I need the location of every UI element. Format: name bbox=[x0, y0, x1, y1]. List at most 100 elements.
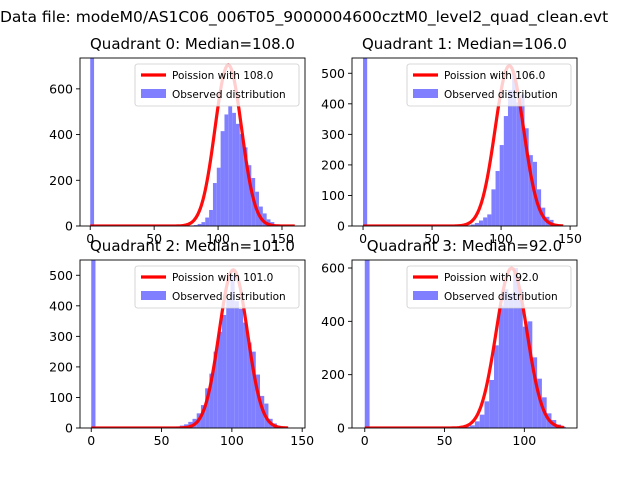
histogram-bar bbox=[479, 414, 485, 428]
histogram-bar bbox=[212, 183, 217, 226]
y-tick-label: 0 bbox=[337, 219, 345, 234]
subplot-quadrant-2: 0 50 100 150 0 100 200 300 400 500 Quadrant 2: Med… bbox=[49, 237, 314, 448]
histogram-bar bbox=[474, 222, 479, 226]
x-tick-label: 50 bbox=[437, 433, 453, 448]
y-tick-label: 200 bbox=[321, 367, 345, 382]
y-tick-label: 0 bbox=[65, 219, 73, 234]
histogram-bar bbox=[491, 189, 496, 226]
histogram-bar bbox=[216, 167, 221, 226]
histogram-bar bbox=[465, 426, 471, 428]
histogram-bar bbox=[222, 314, 227, 428]
legend-box bbox=[406, 265, 572, 309]
legend: Poission with 101.0 Observed distribution bbox=[134, 265, 300, 309]
histogram-bar bbox=[234, 301, 239, 428]
x-tick-label: 100 bbox=[220, 433, 244, 448]
histogram-bar bbox=[484, 401, 490, 428]
y-tick-label: 400 bbox=[49, 127, 73, 142]
legend-label-poisson: Poission with 106.0 bbox=[444, 70, 545, 82]
legend: Poission with 108.0 Observed distribution bbox=[134, 63, 300, 107]
x-tick-label: 100 bbox=[512, 433, 536, 448]
histogram-bar bbox=[520, 94, 525, 226]
legend-label-observed: Observed distribution bbox=[172, 89, 286, 101]
histogram-bar bbox=[201, 222, 206, 226]
axes-frame bbox=[351, 259, 578, 429]
y-tick-label: 0 bbox=[65, 421, 73, 436]
y-tick-label: 300 bbox=[321, 127, 345, 142]
histogram-bar bbox=[503, 289, 509, 428]
histogram-bar bbox=[228, 106, 233, 226]
histogram-bar bbox=[487, 214, 492, 226]
histogram-bar bbox=[226, 299, 231, 428]
legend-box bbox=[134, 265, 300, 309]
histogram-bar bbox=[205, 217, 210, 226]
histogram-bar bbox=[251, 351, 256, 428]
histogram-bar bbox=[499, 145, 504, 226]
histogram-bar bbox=[197, 223, 202, 226]
histogram-bar bbox=[230, 275, 235, 428]
x-tick-label: 0 bbox=[87, 433, 95, 448]
x-tick-label: 100 bbox=[489, 231, 513, 246]
plot-area bbox=[91, 260, 290, 428]
histogram-bar bbox=[474, 421, 480, 428]
x-tick-label: 0 bbox=[361, 433, 369, 448]
histogram-bar bbox=[489, 380, 495, 428]
histogram-bar bbox=[232, 112, 236, 226]
axes-frame bbox=[351, 57, 578, 227]
y-tick-label: 500 bbox=[321, 66, 345, 81]
legend-label-poisson: Poission with 108.0 bbox=[172, 70, 273, 82]
legend-label-observed: Observed distribution bbox=[172, 291, 286, 303]
histogram-bar bbox=[513, 268, 518, 428]
histogram-bar bbox=[243, 322, 248, 428]
histogram-bar bbox=[193, 225, 198, 226]
x-tick-label: 50 bbox=[424, 231, 440, 246]
histogram-bar bbox=[364, 260, 370, 428]
legend-label-poisson: Poission with 101.0 bbox=[172, 272, 273, 284]
legend-bar-swatch bbox=[413, 291, 438, 300]
histogram-bar bbox=[470, 224, 475, 226]
plot-area bbox=[89, 58, 296, 226]
y-tick-label: 400 bbox=[49, 298, 73, 313]
histogram-bar bbox=[262, 213, 267, 226]
legend-bar-swatch bbox=[141, 89, 166, 98]
subplot-title: Quadrant 2: Median=101.0 bbox=[90, 237, 295, 255]
axes-frame bbox=[79, 57, 306, 227]
x-tick-label: 150 bbox=[290, 433, 314, 448]
y-tick-label: 200 bbox=[49, 359, 73, 374]
histogram-bar bbox=[247, 165, 252, 226]
poisson-line bbox=[89, 63, 296, 226]
subplot-quadrant-1: 0 50 100 150 0 100 200 300 400 500 Quadrant 1: Med… bbox=[321, 35, 582, 246]
subplot-quadrant-3: 0 50 100 0 200 400 600 Quadrant 3: Median=92.0 P… bbox=[321, 237, 578, 448]
figure-title: Data file: modeM0/AS1C06_006T05_90000046… bbox=[0, 8, 609, 26]
y-tick-label: 600 bbox=[321, 261, 345, 276]
y-tick-label: 500 bbox=[49, 268, 73, 283]
histogram-bar bbox=[220, 131, 225, 226]
histogram-bar bbox=[209, 210, 213, 226]
x-tick-label: 0 bbox=[86, 231, 94, 246]
y-tick-label: 400 bbox=[321, 314, 345, 329]
x-tick-label: 150 bbox=[558, 231, 582, 246]
subplot-quadrant-0: 0 50 100 150 0 200 400 600 Quadrant 0: Median=10… bbox=[49, 35, 306, 246]
histogram-bar bbox=[507, 90, 513, 226]
poisson-line bbox=[362, 64, 564, 226]
y-tick-label: 300 bbox=[49, 329, 73, 344]
histogram-bar bbox=[495, 171, 500, 226]
plot-area bbox=[362, 58, 566, 226]
y-tick-label: 0 bbox=[337, 421, 345, 436]
histogram-bar bbox=[537, 378, 542, 428]
y-tick-label: 400 bbox=[321, 96, 345, 111]
y-tick-label: 200 bbox=[321, 157, 345, 172]
subplot-title: Quadrant 0: Median=108.0 bbox=[90, 35, 295, 53]
histogram-bar bbox=[522, 326, 528, 428]
histogram-bar bbox=[478, 220, 484, 226]
subplot-title: Quadrant 1: Median=106.0 bbox=[362, 35, 567, 53]
histogram-bar bbox=[243, 147, 248, 226]
histogram-bar bbox=[213, 351, 218, 428]
legend-label-poisson: Poission with 92.0 bbox=[444, 272, 539, 284]
histogram-bar bbox=[235, 123, 240, 226]
subplot-title: Quadrant 3: Median=92.0 bbox=[367, 237, 562, 255]
histogram-bar bbox=[91, 260, 96, 428]
histogram-bar bbox=[363, 58, 368, 226]
legend-bar-swatch bbox=[141, 291, 166, 300]
histogram-bar bbox=[247, 342, 252, 428]
